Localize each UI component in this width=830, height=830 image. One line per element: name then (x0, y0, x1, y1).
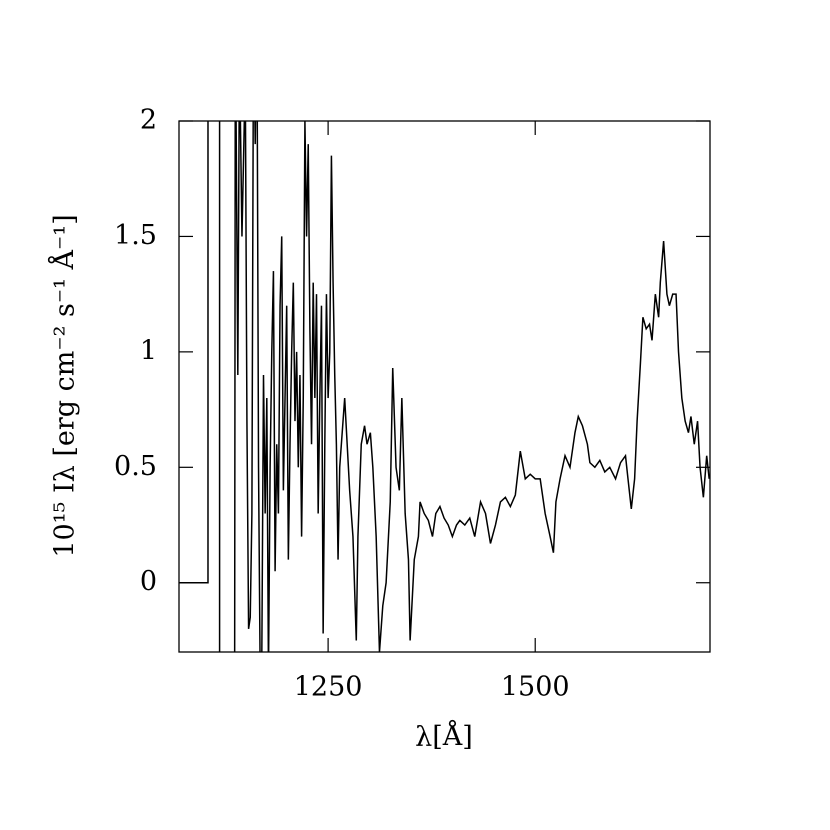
y-tick-label: 0 (140, 566, 157, 597)
y-tick-label: 0.5 (114, 451, 157, 482)
plot-frame (178, 120, 711, 653)
y-tick-label: 2 (140, 105, 157, 136)
y-axis-label: 10¹⁵ Iλ [erg cm⁻² s⁻¹ Å⁻¹] (48, 214, 81, 557)
y-tick-label: 1 (140, 335, 157, 366)
spectrum-line (179, 121, 710, 652)
y-tick-label: 1.5 (114, 220, 157, 251)
x-tick-label: 1250 (294, 672, 363, 703)
x-axis-label: λ[Å] (415, 720, 473, 753)
x-tick-label: 1500 (501, 672, 570, 703)
